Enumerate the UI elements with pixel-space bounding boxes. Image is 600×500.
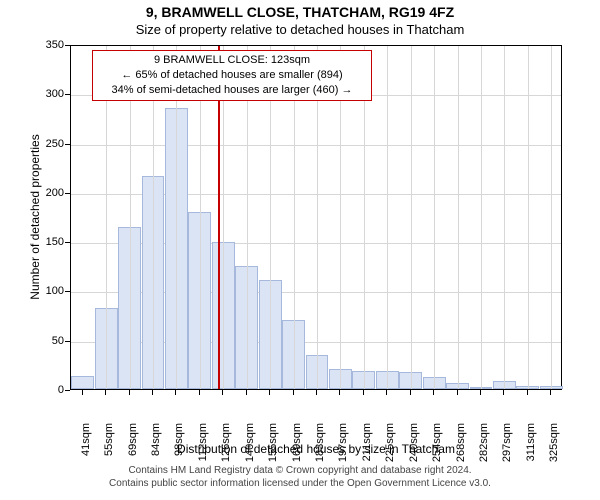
x-tick-mark [503,390,504,395]
annotation-line: 9 BRAMWELL CLOSE: 123sqm [97,53,367,68]
grid-line-vertical [434,46,435,389]
grid-line-vertical [411,46,412,389]
x-tick-label: 254sqm [431,423,443,467]
y-tick-mark [65,94,70,95]
x-tick-mark [339,390,340,395]
x-tick-label: 140sqm [244,423,256,467]
x-tick-label: 197sqm [337,423,349,467]
x-tick-label: 41sqm [80,423,92,467]
x-tick-label: 98sqm [173,423,185,467]
x-tick-label: 55sqm [103,423,115,467]
annotation-line: ← 65% of detached houses are smaller (89… [97,68,367,83]
x-tick-label: 112sqm [197,423,209,467]
y-tick-mark [65,341,70,342]
x-tick-label: 155sqm [267,423,279,467]
x-tick-mark [152,390,153,395]
x-tick-mark [129,390,130,395]
y-tick-label: 150 [40,236,64,248]
chart-subtitle: Size of property relative to detached ho… [0,22,600,37]
y-tick-label: 250 [40,138,64,150]
x-tick-mark [175,390,176,395]
x-tick-label: 84sqm [150,423,162,467]
x-tick-label: 325sqm [548,423,560,467]
y-tick-label: 200 [40,187,64,199]
x-tick-label: 240sqm [408,423,420,467]
x-tick-label: 211sqm [361,423,373,467]
y-tick-label: 50 [40,335,64,347]
x-tick-mark [550,390,551,395]
y-tick-label: 300 [40,88,64,100]
x-tick-mark [82,390,83,395]
y-tick-mark [65,291,70,292]
histogram-bar [71,376,94,389]
x-tick-label: 268sqm [455,423,467,467]
x-tick-mark [457,390,458,395]
grid-line-horizontal [71,145,561,146]
x-tick-mark [527,390,528,395]
x-tick-label: 297sqm [501,423,513,467]
x-tick-label: 69sqm [127,423,139,467]
x-tick-mark [105,390,106,395]
y-tick-mark [65,242,70,243]
x-tick-label: 169sqm [291,423,303,467]
footer: Contains HM Land Registry data © Crown c… [0,464,600,490]
y-tick-mark [65,193,70,194]
y-tick-label: 0 [40,384,64,396]
y-tick-label: 100 [40,285,64,297]
y-tick-label: 350 [40,39,64,51]
chart-container: 9, BRAMWELL CLOSE, THATCHAM, RG19 4FZ Si… [0,0,600,500]
grid-line-vertical [551,46,552,389]
x-tick-mark [199,390,200,395]
page-title: 9, BRAMWELL CLOSE, THATCHAM, RG19 4FZ [0,4,600,20]
y-tick-mark [65,144,70,145]
y-tick-mark [65,390,70,391]
x-tick-mark [410,390,411,395]
grid-line-vertical [458,46,459,389]
x-tick-label: 282sqm [478,423,490,467]
x-tick-mark [293,390,294,395]
grid-line-vertical [387,46,388,389]
grid-line-vertical [528,46,529,389]
grid-line-vertical [504,46,505,389]
x-tick-label: 311sqm [525,423,537,467]
annotation-box: 9 BRAMWELL CLOSE: 123sqm← 65% of detache… [92,50,372,101]
x-tick-mark [480,390,481,395]
footer-line2: Contains public sector information licen… [0,477,600,490]
y-tick-mark [65,45,70,46]
annotation-line: 34% of semi-detached houses are larger (… [97,83,367,98]
x-tick-mark [363,390,364,395]
x-tick-label: 225sqm [384,423,396,467]
x-tick-label: 183sqm [314,423,326,467]
x-tick-label: 126sqm [220,423,232,467]
x-tick-mark [386,390,387,395]
grid-line-vertical [481,46,482,389]
x-tick-mark [433,390,434,395]
x-tick-mark [246,390,247,395]
x-tick-mark [222,390,223,395]
x-tick-mark [269,390,270,395]
x-tick-mark [316,390,317,395]
